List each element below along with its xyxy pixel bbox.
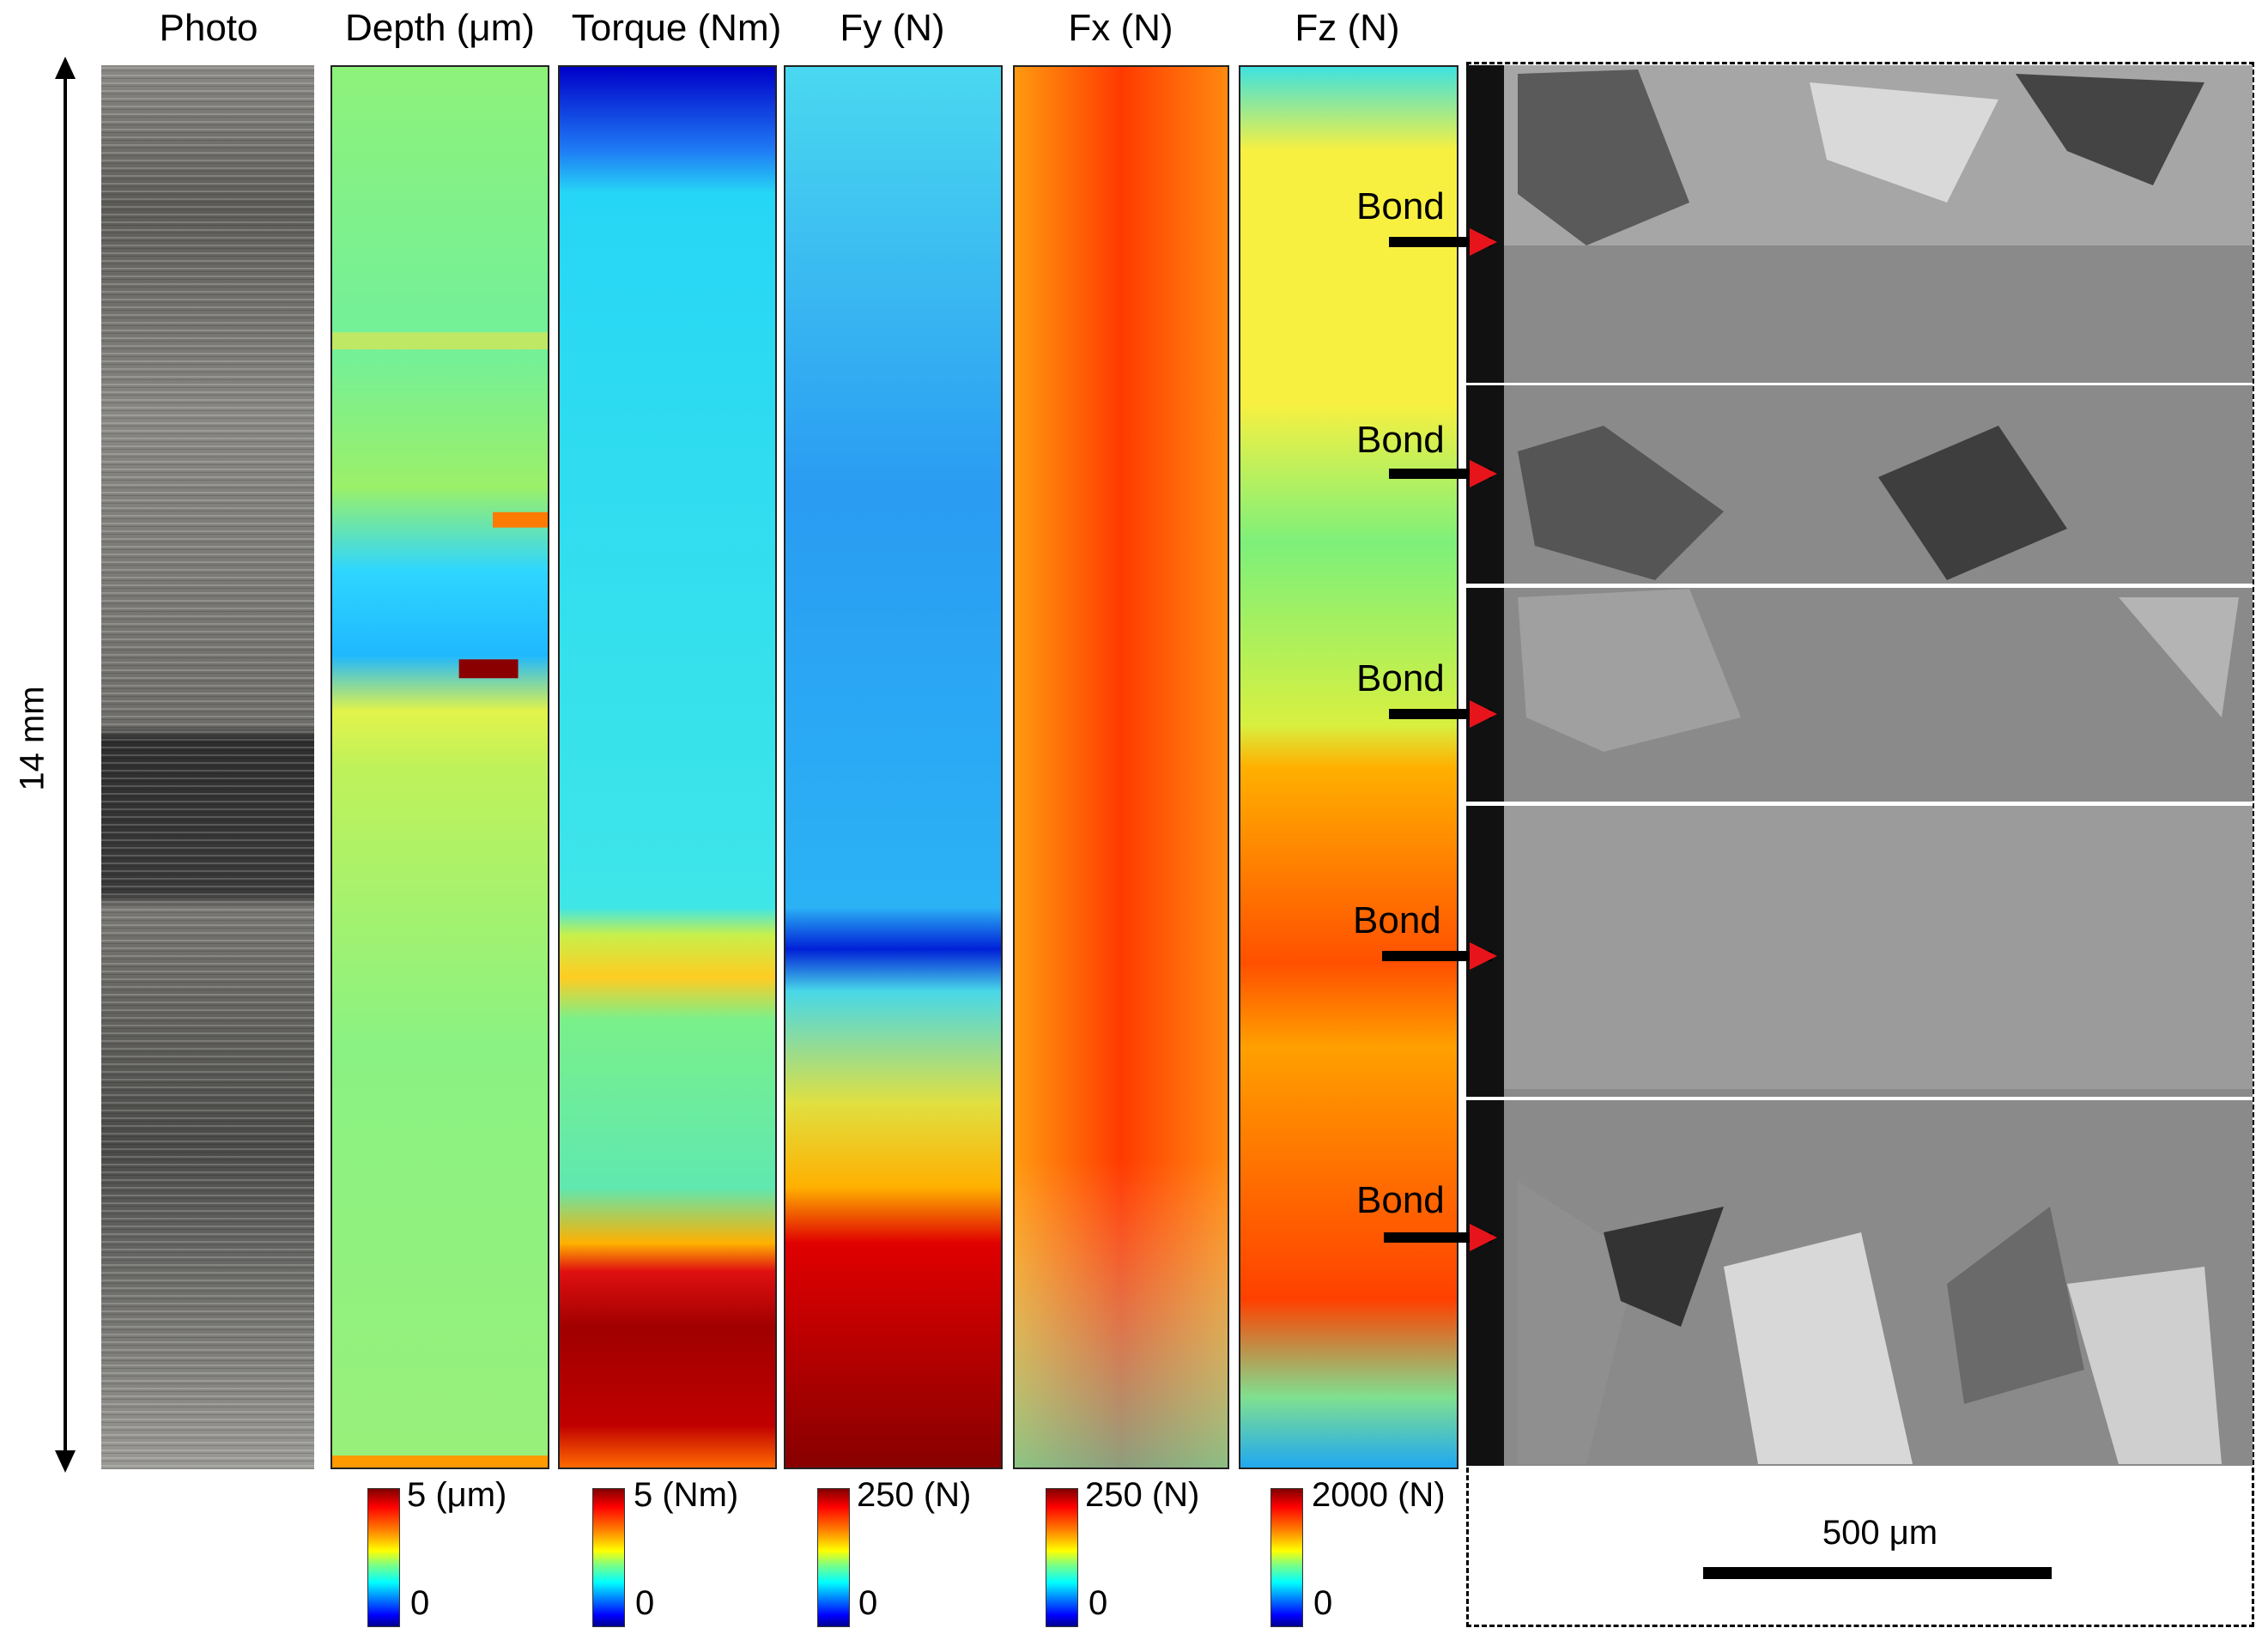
bond-arrowhead-1 — [1470, 228, 1497, 256]
length-label: 14 mm — [13, 686, 52, 791]
fz-colorbar-min: 0 — [1313, 1584, 1333, 1622]
depth-title: Depth (μm) — [345, 7, 535, 49]
fz-title: Fz (N) — [1295, 7, 1400, 49]
fx-title: Fx (N) — [1068, 7, 1173, 49]
bond-label-5: Bond — [1356, 1179, 1445, 1221]
fz-map — [1239, 65, 1458, 1469]
torque-colorbar — [592, 1488, 625, 1627]
depth-colorbar — [367, 1488, 400, 1627]
photo-title: Photo — [159, 7, 258, 49]
fy-colorbar — [817, 1488, 850, 1627]
fx-colorbar-min: 0 — [1089, 1584, 1108, 1622]
bond-arrow-4 — [1382, 951, 1492, 961]
bond-arrow-2 — [1389, 469, 1492, 479]
bond-arrowhead-4 — [1470, 942, 1497, 970]
torque-title: Torque (Nm) — [571, 7, 782, 49]
scale-bar — [1703, 1567, 2052, 1579]
fx-colorbar-max: 250 (N) — [1085, 1476, 1200, 1514]
bond-arrowhead-2 — [1470, 460, 1497, 487]
fx-colorbar — [1046, 1488, 1078, 1627]
depth-colorbar-min: 0 — [410, 1584, 430, 1622]
bond-label-3: Bond — [1356, 657, 1445, 699]
fy-title: Fy (N) — [840, 7, 945, 49]
fy-colorbar-max: 250 (N) — [857, 1476, 972, 1514]
fz-colorbar — [1270, 1488, 1303, 1627]
bond-arrow-1 — [1389, 237, 1492, 247]
bond-label-4: Bond — [1353, 899, 1441, 941]
bond-label-2: Bond — [1356, 419, 1445, 461]
fx-map — [1013, 65, 1229, 1469]
fz-colorbar-max: 2000 (N) — [1312, 1476, 1446, 1514]
torque-colorbar-min: 0 — [635, 1584, 655, 1622]
bond-arrowhead-3 — [1470, 700, 1497, 728]
bond-label-1: Bond — [1356, 185, 1445, 227]
micrograph-image — [1466, 65, 2253, 1466]
surface-photo — [101, 65, 314, 1469]
fy-map — [784, 65, 1003, 1469]
fy-colorbar-min: 0 — [858, 1584, 878, 1622]
scale-bar-label: 500 μm — [1822, 1514, 1938, 1552]
bond-arrowhead-5 — [1470, 1224, 1497, 1251]
depth-colorbar-max: 5 (μm) — [407, 1476, 507, 1514]
torque-colorbar-max: 5 (Nm) — [634, 1476, 739, 1514]
bond-arrow-3 — [1389, 709, 1492, 719]
bond-arrow-5 — [1384, 1232, 1492, 1243]
torque-map — [558, 65, 777, 1469]
depth-map — [330, 65, 549, 1469]
length-arrow — [55, 57, 76, 1473]
